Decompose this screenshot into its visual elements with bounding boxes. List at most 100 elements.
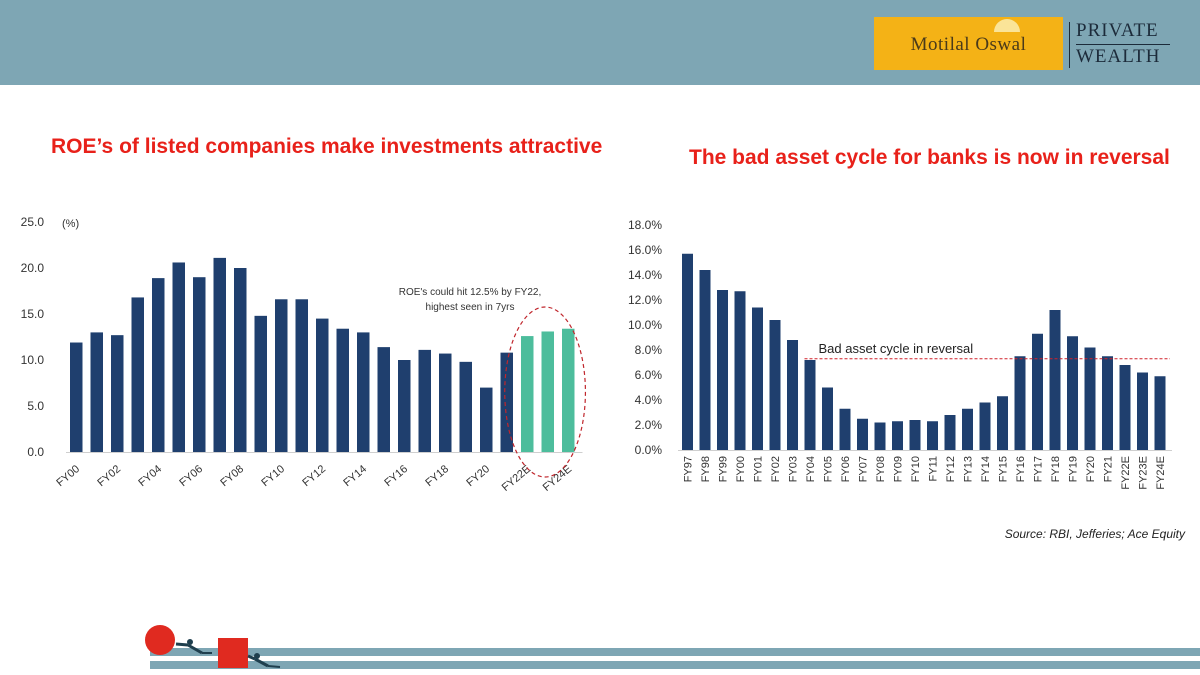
bar-FY02 (769, 320, 781, 450)
bar-FY98 (699, 270, 711, 450)
bar-FY16 (398, 360, 411, 452)
bar-FY14 (357, 332, 370, 452)
x-tick-label: FY02 (770, 456, 782, 482)
x-tick-label: FY97 (683, 456, 695, 482)
x-tick-label: FY18 (423, 463, 451, 489)
x-tick-label: FY09 (893, 456, 905, 482)
bar-FY09 (254, 315, 267, 452)
y-tick-label: 5.0 (27, 399, 44, 413)
x-tick-label: FY06 (840, 456, 852, 482)
bar-FY99 (717, 290, 728, 450)
x-tick-label: FY21 (1103, 456, 1115, 482)
x-tick-label: FY13 (963, 456, 975, 482)
x-tick-label: FY04 (136, 463, 164, 489)
bar-FY08 (874, 422, 886, 450)
bar-FY22E (521, 336, 534, 452)
annotation-line1: ROE's could hit 12.5% by FY22, (399, 287, 542, 298)
bad-asset-chart-title: The bad asset cycle for banks is now in … (689, 146, 1170, 169)
y-tick-label: 4.0% (635, 393, 663, 407)
bad-asset-chart: 0.0% 2.0% 4.0% 6.0% 8.0% 10.0% 12.0% 14.0% 16.0%… (628, 218, 1172, 490)
private-label: PRIVATE (1076, 20, 1159, 41)
y-tick-label: 10.0 (21, 353, 45, 367)
y-tick-label: 2.0% (635, 418, 663, 432)
x-tick-label: FY16 (1015, 456, 1027, 482)
y-tick-label: 8.0% (635, 343, 663, 357)
bar-FY16 (1014, 356, 1026, 450)
x-tick-label: FY12 (300, 463, 328, 489)
bar-FY00 (734, 291, 746, 450)
x-tick-label: FY99 (718, 456, 730, 482)
x-tick-label: FY04 (805, 456, 817, 482)
logo-divider (1069, 22, 1070, 68)
bar-FY10 (909, 420, 921, 450)
reference-line-label: Bad asset cycle in reversal (819, 341, 974, 356)
y-tick-label: 25.0 (21, 215, 45, 229)
bar-FY08 (234, 268, 247, 452)
bar-FY24E (562, 328, 575, 452)
x-tick-label: FY12 (945, 456, 957, 482)
box-pushing-figure-icon (218, 638, 281, 668)
ball-pushing-figure-icon (145, 625, 212, 655)
x-tick-label: FY16 (382, 463, 410, 489)
bar-FY06 (193, 277, 206, 452)
footer-illustration (145, 625, 281, 668)
forecast-highlight-ellipse (504, 306, 587, 478)
x-tick-label: FY08 (218, 463, 246, 489)
bar-FY03 (131, 297, 144, 452)
y-tick-label: 0.0 (27, 445, 44, 459)
bar-FY17 (1032, 333, 1043, 450)
bar-FY05 (172, 262, 185, 452)
bar-FY11 (295, 299, 308, 452)
x-tick-label: FY08 (875, 456, 887, 482)
bar-FY09 (892, 421, 903, 450)
x-tick-label: FY11 (928, 456, 940, 481)
brand-logo[interactable]: Motilal Oswal (874, 17, 1063, 70)
x-tick-label: FY03 (788, 456, 800, 482)
x-tick-label: FY23E (1138, 456, 1150, 490)
x-tick-label: FY01 (753, 456, 765, 482)
bar-FY00 (70, 342, 83, 452)
bar-FY19 (459, 361, 472, 452)
x-tick-label: FY05 (823, 456, 835, 482)
bar-FY22E (1119, 365, 1131, 450)
x-tick-label: FY10 (259, 463, 287, 489)
x-tick-label: FY02 (95, 463, 123, 489)
bar-FY18 (1049, 310, 1061, 450)
wealth-rule (1076, 44, 1170, 45)
bar-FY23E (1137, 372, 1148, 450)
x-tick-label: FY98 (700, 456, 712, 482)
bar-FY14 (979, 402, 991, 450)
x-tick-label: FY20 (464, 463, 492, 489)
y-tick-label: 20.0 (21, 261, 45, 275)
bar-FY12 (944, 415, 956, 450)
y-tick-label: 10.0% (628, 318, 662, 332)
x-tick-label: FY24E (541, 463, 574, 494)
bar-FY15 (997, 396, 1008, 450)
roe-chart-title: ROE’s of listed companies make investmen… (51, 135, 603, 158)
y-tick-label: 0.0% (635, 443, 663, 457)
bar-FY23E (541, 331, 554, 452)
bar-FY07 (857, 418, 868, 450)
x-tick-label: FY10 (910, 456, 922, 482)
x-tick-label: FY18 (1050, 456, 1062, 482)
y-unit-label: (%) (62, 218, 79, 230)
bar-FY18 (439, 353, 452, 452)
bar-FY17 (418, 349, 431, 452)
bar-FY19 (1067, 336, 1078, 450)
y-tick-label: 14.0% (628, 268, 662, 282)
bar-FY13 (336, 328, 349, 452)
bar-FY13 (962, 408, 973, 450)
bar-FY97 (682, 253, 693, 450)
bar-FY05 (822, 387, 833, 450)
y-tick-label: 18.0% (628, 218, 662, 232)
x-tick-label: FY22E (500, 463, 533, 494)
x-tick-label: FY15 (998, 456, 1010, 482)
y-tick-label: 6.0% (635, 368, 663, 382)
bar-FY01 (90, 332, 103, 452)
x-tick-label: FY07 (858, 456, 870, 482)
x-tick-label: FY19 (1068, 456, 1080, 482)
bar-FY03 (787, 340, 798, 450)
roe-chart: 0.0 5.0 10.0 15.0 20.0 25.0 (%) FY00 FY02 FY04 FY0… (21, 215, 587, 494)
bar-FY20 (480, 387, 493, 452)
bar-FY02 (111, 335, 124, 452)
